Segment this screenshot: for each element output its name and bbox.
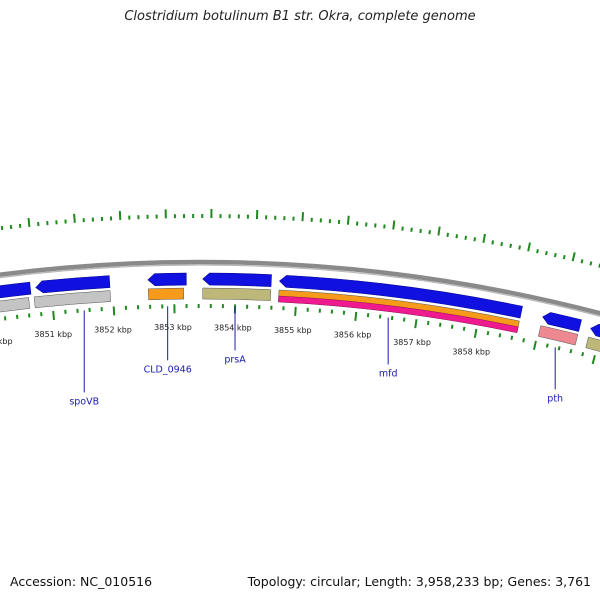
- gene-mfd-pink: [278, 295, 519, 334]
- outer-tick: [482, 233, 486, 243]
- inner-tick: [473, 328, 478, 338]
- kbp-label: 3852 kbp: [94, 325, 132, 334]
- outer-tick: [589, 261, 593, 266]
- gene-label-cld-0946: CLD_0946: [144, 364, 192, 375]
- outer-tick: [580, 259, 584, 264]
- kbp-label: 3850 kbp: [0, 337, 13, 346]
- kbp-label: 3851 kbp: [34, 330, 72, 339]
- outer-tick: [473, 237, 477, 242]
- outer-tick: [446, 232, 450, 238]
- inner-tick: [522, 338, 526, 343]
- outer-tick: [410, 227, 413, 232]
- outer-tick: [527, 242, 531, 252]
- inner-tick: [510, 335, 514, 340]
- cds-cld-0946: [147, 272, 187, 286]
- outer-tick: [346, 215, 350, 225]
- outer-tick: [73, 213, 76, 223]
- inner-tick: [354, 311, 358, 321]
- inner-tick: [486, 330, 490, 336]
- inner-tick: [112, 306, 116, 316]
- inner-tick-ring: [3, 303, 596, 365]
- outer-tick: [455, 234, 459, 239]
- gene-label-mfd: mfd: [379, 369, 398, 380]
- outer-tick: [500, 241, 504, 247]
- kbp-label: 3857 kbp: [393, 338, 431, 347]
- outer-tick: [518, 245, 521, 250]
- inner-tick: [545, 343, 549, 348]
- outer-tick: [437, 226, 441, 236]
- gene-label-pth: pth: [547, 393, 563, 404]
- outer-tick: [545, 250, 548, 256]
- outer-tick: [428, 230, 431, 235]
- topology-label: Topology: circular; Length: 3,958,233 bp…: [247, 574, 591, 589]
- kbp-label: 3855 kbp: [274, 326, 312, 335]
- kbp-scale: 3850 kbp 3851 kbp 3852 kbp 3853 kbp 3854 kbp…: [0, 323, 490, 356]
- gene-features: [0, 272, 600, 352]
- gene-next: [585, 336, 600, 352]
- outer-tick: [536, 249, 539, 254]
- inner-tick: [462, 326, 466, 331]
- inner-tick: [52, 310, 56, 321]
- gene-label-prsa: prsA: [224, 354, 246, 365]
- cds-mfd: [279, 275, 523, 319]
- outer-tick-ring: [0, 209, 600, 268]
- cds-spoVB: [35, 275, 111, 294]
- inner-tick: [533, 340, 537, 350]
- kbp-label: 3856 kbp: [334, 331, 372, 340]
- cds-pth: [542, 312, 582, 332]
- outer-tick: [571, 252, 576, 262]
- outer-tick: [464, 235, 468, 240]
- outer-tick: [301, 212, 305, 222]
- arc-tracks: [0, 259, 600, 317]
- gene-prsA: [202, 287, 272, 301]
- inner-tick: [426, 320, 430, 326]
- inner-tick: [498, 333, 502, 338]
- outer-tick: [419, 228, 422, 234]
- inner-tick: [438, 322, 442, 327]
- inner-tick: [581, 351, 585, 357]
- gene-1: [0, 297, 31, 313]
- outer-tick: [27, 217, 31, 228]
- inner-tick: [591, 355, 596, 365]
- outer-tick: [553, 252, 557, 258]
- kbp-label: 3854 kbp: [214, 323, 252, 332]
- outer-tick: [491, 240, 495, 245]
- backbone-arc: [0, 259, 600, 316]
- gene-spoVB: [33, 290, 111, 309]
- kbp-label: 3858 kbp: [452, 347, 490, 356]
- inner-tick: [450, 324, 454, 329]
- backbone-highlight: [0, 264, 600, 317]
- inner-tick: [294, 306, 297, 317]
- outer-tick: [392, 220, 396, 230]
- accession-label: Accession: NC_010516: [10, 574, 153, 589]
- inner-tick: [569, 349, 573, 354]
- inner-tick: [402, 317, 406, 322]
- gene-labels: spoVB CLD_0946 prsA mfd pth: [69, 306, 563, 407]
- inner-tick: [3, 316, 7, 321]
- map-title: Clostridium botulinum B1 str. Okra, comp…: [124, 9, 476, 24]
- inner-tick: [414, 319, 418, 329]
- gene-label-spovb: spoVB: [69, 396, 99, 407]
- gene-cld-0946: [147, 287, 185, 301]
- outer-tick: [509, 243, 513, 248]
- gene-pth: [538, 325, 579, 346]
- inner-tick: [557, 346, 561, 351]
- cds-prsA: [202, 272, 272, 287]
- cds-1: [0, 281, 32, 299]
- kbp-label: 3853 kbp: [154, 323, 192, 332]
- cds-next: [590, 323, 600, 338]
- outer-tick: [562, 254, 566, 260]
